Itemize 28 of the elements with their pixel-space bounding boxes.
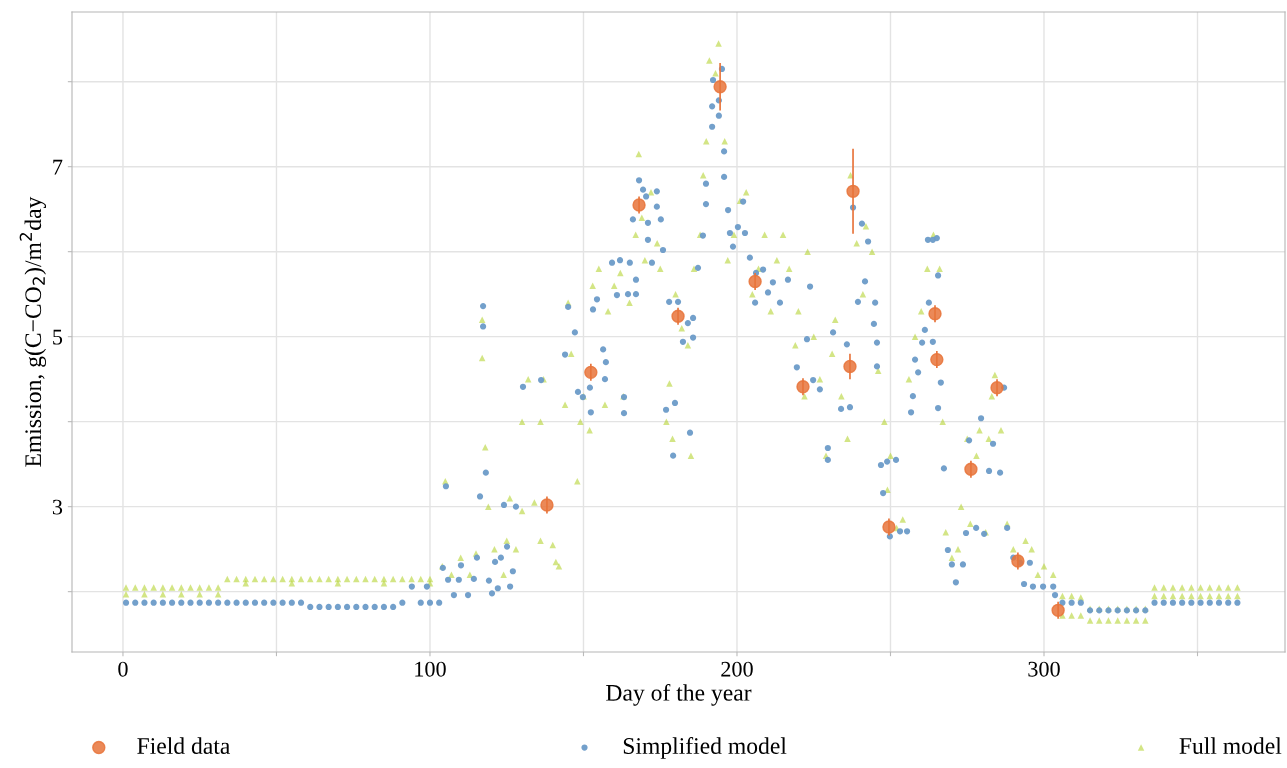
- x-tick-label: 300: [1028, 661, 1060, 677]
- point: [882, 520, 896, 534]
- point: [930, 352, 944, 367]
- y-axis-title: Emission, g(C−CO$_{2}$)/m$^{2}$day: [19, 196, 47, 467]
- point: [964, 462, 978, 476]
- point: [713, 80, 727, 94]
- point: [584, 365, 598, 380]
- point: [796, 380, 810, 394]
- x-tick-label: 0: [118, 661, 128, 677]
- point: [540, 498, 554, 512]
- point: [990, 380, 1004, 395]
- x-axis-title: Day of the year: [606, 683, 752, 706]
- legend-label: Field data: [137, 737, 231, 754]
- point: [928, 307, 942, 321]
- y-tick-label: 5: [53, 329, 63, 345]
- point: [632, 198, 646, 212]
- y-tick-label: 7: [53, 159, 63, 175]
- y-tick-label: 3: [52, 499, 63, 515]
- x-tick-label: 100: [415, 661, 446, 677]
- point: [671, 309, 685, 323]
- legend-label: Full model: [1179, 737, 1282, 754]
- point: [843, 359, 857, 374]
- point: [846, 184, 860, 199]
- point: [1051, 603, 1065, 618]
- point: [1011, 554, 1025, 568]
- x-tick-label: 200: [721, 661, 753, 677]
- point: [748, 274, 762, 289]
- legend-label: Simplified model: [623, 737, 787, 759]
